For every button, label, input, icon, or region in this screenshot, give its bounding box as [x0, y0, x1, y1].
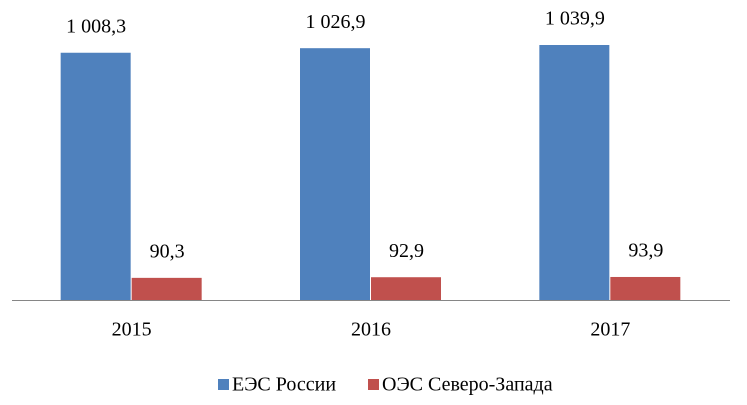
x-tick-label: 2015: [112, 319, 152, 341]
x-tick-label: 2016: [351, 319, 391, 341]
data-label: 90,3: [150, 240, 185, 262]
bar: [539, 45, 610, 300]
bar: [371, 277, 441, 300]
x-tick-label: 2017: [590, 319, 630, 341]
bar: [300, 48, 370, 300]
legend-swatch: [368, 379, 379, 390]
bar: [60, 52, 131, 300]
data-label: 1 026,9: [306, 11, 366, 33]
data-label: 1 008,3: [66, 15, 126, 37]
bar: [610, 276, 681, 300]
legend-swatch: [218, 379, 229, 390]
data-label: 92,9: [389, 240, 424, 262]
legend-label: ЕЭС России: [232, 374, 336, 396]
legend-label: ОЭС Северо-Запада: [382, 374, 553, 396]
data-label: 93,9: [628, 240, 663, 262]
data-label: 1 039,9: [545, 8, 605, 30]
bar: [131, 277, 202, 300]
